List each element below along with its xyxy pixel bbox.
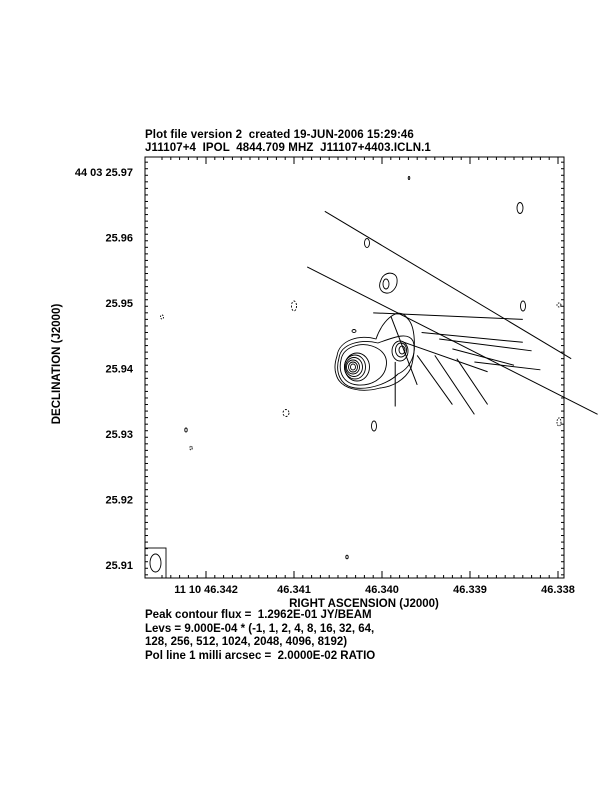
pol-vector — [324, 210, 572, 360]
contour-core-6 — [344, 352, 370, 382]
contour-blob-3 — [520, 300, 526, 312]
pol-vector — [434, 355, 475, 415]
pol-vector — [452, 348, 515, 366]
contour-blob-7 — [184, 427, 188, 433]
contour-blob-8 — [351, 329, 357, 333]
pol-vector — [474, 361, 541, 371]
beam-ellipse — [149, 553, 162, 573]
tick-labels: 11 10 46.342 46.341 46.340 46.339 46.338 44 0… — [75, 167, 575, 596]
contour-secondary-3 — [391, 340, 409, 362]
contour-core-4 — [345, 357, 363, 377]
y-axis-label: DECLINATION (J2000) — [51, 304, 63, 425]
pol-vector — [306, 266, 598, 415]
levels-text-2: 128, 256, 512, 1024, 2048, 4096, 8192) — [145, 636, 348, 648]
contours — [144, 176, 562, 579]
contour-core-3 — [346, 359, 360, 375]
axis-ticks — [145, 157, 564, 578]
peak-flux-text: Peak contour flux = 1.2962E-01 JY/BEAM — [145, 609, 372, 621]
x-tick-label: 46.339 — [453, 584, 487, 596]
pol-vector — [439, 338, 532, 352]
pol-vector — [421, 331, 523, 343]
y-tick-label: 25.96 — [105, 233, 133, 245]
contour-blob-4 — [371, 420, 377, 432]
y-tick-label: 25.95 — [105, 298, 133, 310]
contour-envelope-1 — [337, 335, 415, 389]
contour-blob-1 — [364, 238, 370, 248]
y-tick-label: 25.93 — [105, 429, 133, 441]
x-tick-label: 46.338 — [541, 584, 575, 596]
x-tick-label: 46.340 — [365, 584, 399, 596]
y-tick-label: 44 03 25.97 — [75, 167, 133, 179]
y-tick-label: 25.92 — [105, 495, 133, 507]
contour-blob-5 — [407, 176, 411, 180]
plot-frame — [144, 156, 565, 579]
contour-negative-1 — [291, 300, 297, 312]
contour-negative-4 — [160, 314, 164, 320]
contour-negative-6 — [556, 302, 562, 308]
levels-text-1: Levs = 9.000E-04 * (-1, 1, 2, 4, 8, 16, … — [145, 623, 375, 635]
x-axis-label: RIGHT ASCENSION (J2000) — [289, 598, 439, 610]
contour-negative-5 — [556, 417, 562, 427]
y-tick-label: 25.91 — [105, 560, 133, 572]
pol-vector — [403, 341, 488, 373]
contour-north-2 — [382, 278, 390, 290]
pol-vector — [390, 315, 418, 386]
pol-vector — [456, 358, 489, 405]
plot-header-line-1: Plot file version 2 created 19-JUN-2006 … — [145, 129, 414, 141]
polarization-vectors — [306, 210, 598, 415]
pol-scale-text: Pol line 1 milli arcsec = 2.0000E-02 RAT… — [145, 650, 376, 662]
contour-north-1 — [379, 272, 398, 294]
contour-blob-2 — [516, 202, 524, 214]
y-tick-label: 25.94 — [105, 364, 133, 376]
x-tick-label: 11 10 46.342 — [174, 584, 238, 596]
contour-core-1 — [350, 363, 356, 371]
contour-blob-6 — [345, 554, 349, 560]
pol-vector — [416, 355, 453, 405]
x-tick-label: 46.341 — [277, 584, 311, 596]
contour-envelope-2 — [334, 312, 415, 391]
contour-core-2 — [348, 361, 358, 373]
contour-negative-3 — [189, 445, 193, 451]
contour-core-7 — [339, 344, 387, 386]
contour-negative-2 — [282, 409, 290, 417]
beam-box — [144, 547, 167, 579]
plot-header-line-2: J11107+4 IPOL 4844.709 MHZ J11107+4403.I… — [145, 142, 431, 154]
pol-vector — [373, 312, 523, 320]
